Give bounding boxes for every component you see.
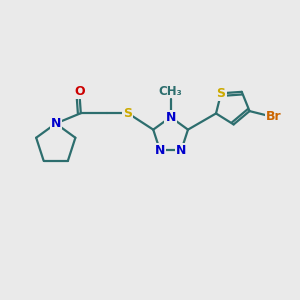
Text: S: S	[217, 87, 226, 100]
Text: N: N	[165, 110, 176, 124]
Text: CH₃: CH₃	[159, 85, 182, 98]
Text: S: S	[123, 107, 132, 120]
Text: N: N	[51, 117, 61, 130]
Text: Br: Br	[266, 110, 282, 123]
Text: N: N	[176, 143, 187, 157]
Text: O: O	[74, 85, 85, 98]
Text: N: N	[155, 143, 165, 157]
